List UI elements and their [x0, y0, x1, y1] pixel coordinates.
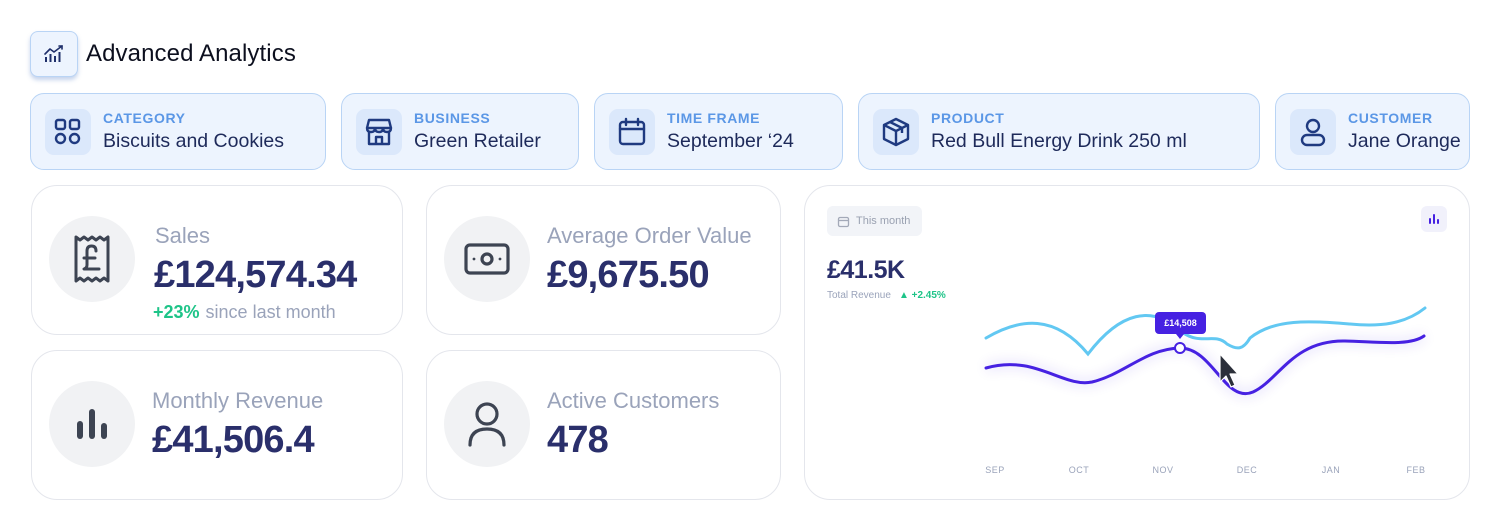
total-revenue-value: £41.5K — [827, 256, 905, 284]
filter-label: CUSTOMER — [1348, 110, 1433, 126]
kpi-card-active-customers: Active Customers 478 — [426, 350, 781, 500]
calendar-icon — [837, 216, 850, 227]
filter-label: BUSINESS — [414, 110, 491, 126]
kpi-label: Average Order Value — [547, 223, 752, 248]
x-axis-label: NOV — [1152, 465, 1174, 475]
x-axis-label: FEB — [1406, 465, 1426, 475]
kpi-card-monthly-revenue: Monthly Revenue £41,506.4 — [31, 350, 403, 500]
box-icon — [873, 108, 919, 155]
x-axis-label: OCT — [1068, 465, 1090, 475]
secondary-series-line — [984, 306, 1427, 357]
page-title: Advanced Analytics — [86, 40, 296, 67]
primary-series-line — [984, 334, 1426, 396]
chart-tooltip: £14,508 — [1155, 312, 1206, 339]
receipt-pound-icon — [49, 216, 135, 302]
category-grid-icon — [45, 108, 91, 155]
period-chip[interactable]: This month — [827, 206, 923, 236]
x-axis-label: SEP — [985, 465, 1005, 475]
highlight-point — [1174, 342, 1186, 354]
filter-value: Green Retailer — [414, 130, 541, 152]
chart-type-toggle[interactable] — [1421, 206, 1447, 232]
filter-category[interactable]: CATEGORY Biscuits and Cookies — [30, 93, 326, 170]
bar-chart-icon — [49, 381, 135, 467]
mouse-cursor-icon — [1219, 353, 1239, 388]
change-caption: since last month — [205, 302, 336, 322]
kpi-value: £124,574.34 — [154, 254, 357, 296]
page-header: Advanced Analytics — [30, 30, 296, 78]
period-label: This month — [856, 215, 911, 227]
filter-value: Red Bull Energy Drink 250 ml — [931, 130, 1187, 152]
total-revenue-label: Total Revenue — [827, 290, 891, 301]
filter-label: TIME FRAME — [667, 110, 761, 126]
analytics-icon[interactable] — [30, 31, 78, 77]
change-percent: +23% — [153, 302, 200, 322]
x-axis-label: DEC — [1236, 465, 1258, 475]
calendar-icon — [609, 108, 655, 155]
kpi-change: +23% since last month — [153, 302, 336, 323]
kpi-label: Monthly Revenue — [152, 388, 324, 413]
kpi-value: £41,506.4 — [152, 419, 315, 461]
filter-label: CATEGORY — [103, 110, 186, 126]
filter-time-frame[interactable]: TIME FRAME September ‘24 — [594, 93, 843, 170]
filter-business[interactable]: BUSINESS Green Retailer — [341, 93, 579, 170]
kpi-value: £9,675.50 — [547, 254, 710, 296]
bar-chart-icon — [1429, 214, 1439, 224]
banknote-icon — [444, 216, 530, 302]
revenue-delta-value: +2.45% — [911, 290, 946, 301]
filter-value: Jane Orange — [1348, 130, 1461, 152]
filter-product[interactable]: PRODUCT Red Bull Energy Drink 250 ml — [858, 93, 1260, 170]
total-revenue-caption: Total Revenue ▲ +2.45% — [827, 290, 946, 301]
user-icon — [1290, 108, 1336, 155]
revenue-chart-card: This month £41.5K Total Revenue ▲ +2.45% … — [804, 185, 1470, 500]
person-icon — [444, 381, 530, 467]
primary-series-glow — [984, 332, 1427, 398]
filter-label: PRODUCT — [931, 110, 1005, 126]
store-icon — [356, 108, 402, 155]
filter-value: September ‘24 — [667, 130, 794, 152]
kpi-label: Active Customers — [547, 388, 720, 413]
kpi-value: 478 — [547, 419, 609, 461]
revenue-line-chart[interactable] — [805, 186, 1471, 501]
filter-customer[interactable]: CUSTOMER Jane Orange — [1275, 93, 1470, 170]
revenue-delta: ▲ +2.45% — [898, 290, 946, 301]
kpi-card-average-order-value: Average Order Value £9,675.50 — [426, 185, 781, 335]
x-axis-label: JAN — [1321, 465, 1341, 475]
filter-value: Biscuits and Cookies — [103, 130, 285, 152]
kpi-label: Sales — [155, 223, 211, 248]
kpi-card-sales: Sales £124,574.34 +23% since last month — [31, 185, 403, 335]
